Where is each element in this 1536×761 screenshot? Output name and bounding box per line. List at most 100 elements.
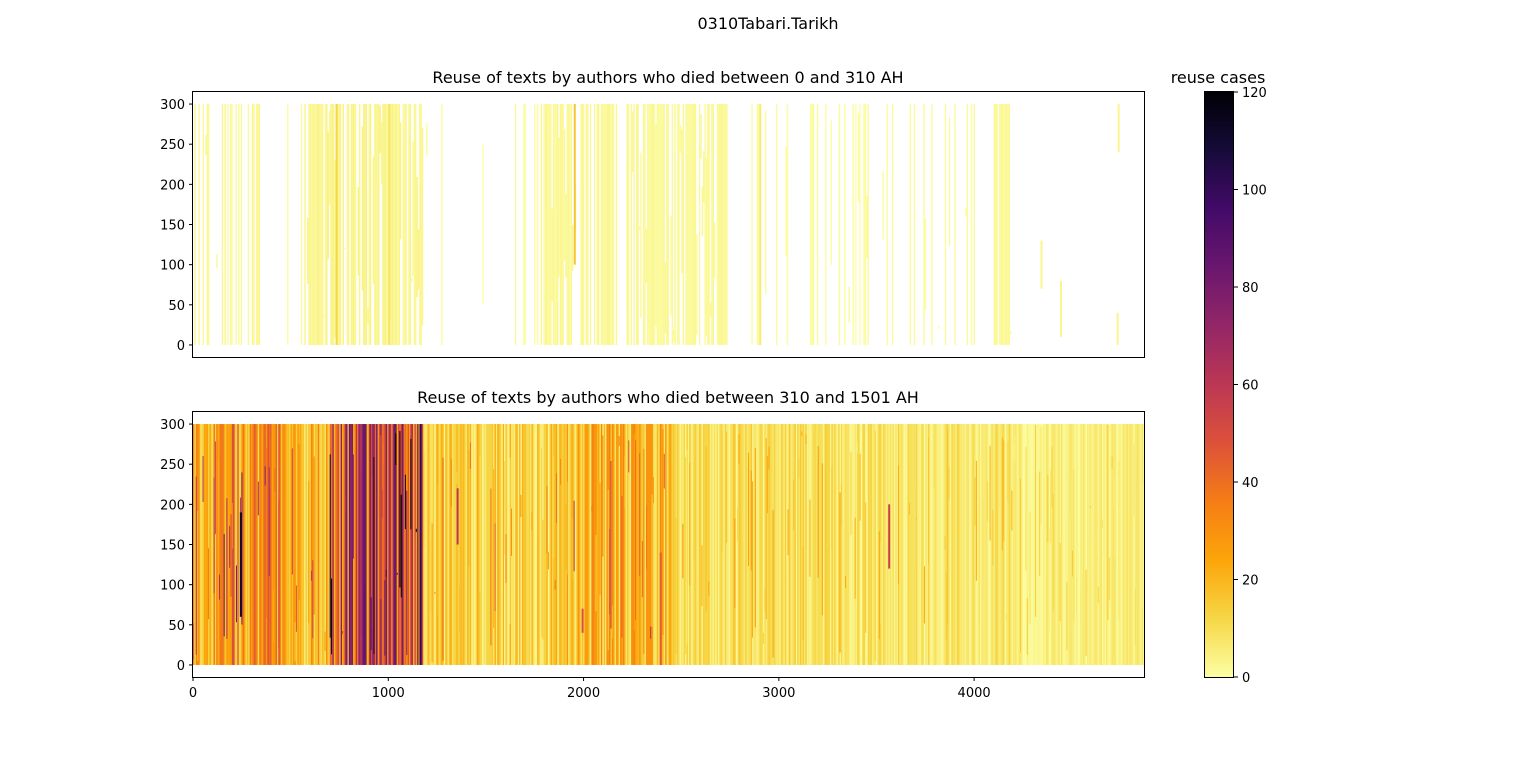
heatmap-cell <box>218 574 220 600</box>
heatmap-cell <box>287 104 289 345</box>
heatmap-cell <box>585 104 588 345</box>
heatmap-cell <box>198 424 201 665</box>
heatmap-cell <box>1133 424 1136 665</box>
heatmap-cell <box>465 424 468 665</box>
heatmap-cell <box>912 424 915 665</box>
heatmap-cell <box>902 424 904 665</box>
heatmap-cell <box>923 566 925 624</box>
heatmap-cell <box>870 424 873 665</box>
heatmap-cell <box>588 424 591 665</box>
heatmap-cell <box>1008 424 1011 665</box>
heatmap-cell <box>381 424 384 665</box>
heatmap-cell <box>231 502 233 549</box>
heatmap-cell <box>726 104 728 345</box>
heatmap-cell <box>689 462 691 586</box>
heatmap-cell <box>458 424 461 665</box>
heatmap-cell <box>540 447 542 637</box>
heatmap-cell <box>1039 471 1041 576</box>
heatmap-cell <box>666 424 669 665</box>
heatmap-cell <box>799 424 802 665</box>
heatmap-cell <box>858 424 861 665</box>
heatmap-cell <box>1096 556 1098 560</box>
heatmap-cell <box>399 430 401 588</box>
heatmap-cell <box>295 424 298 665</box>
heatmap-cell <box>428 424 431 665</box>
heatmap-cell <box>252 424 255 665</box>
heatmap-cell <box>922 424 925 665</box>
heatmap-cell <box>622 424 625 665</box>
heatmap-cell <box>610 461 612 629</box>
heatmap-cell <box>708 104 710 345</box>
heatmap-cell <box>319 104 321 345</box>
heatmap-cell <box>712 104 714 345</box>
heatmap-cell <box>989 445 991 541</box>
heatmap-cell <box>937 424 940 665</box>
heatmap-cell <box>210 424 213 665</box>
heatmap-cell <box>1133 443 1135 517</box>
heatmap-cell <box>711 104 713 345</box>
heatmap-cell <box>216 424 219 665</box>
heatmap-cell <box>479 454 481 593</box>
heatmap-cell <box>385 569 387 578</box>
heatmap-cell <box>886 104 888 345</box>
heatmap-cell <box>544 104 547 345</box>
heatmap-cell <box>1030 424 1033 665</box>
heatmap-cell <box>1066 424 1069 665</box>
heatmap-cell <box>556 424 558 665</box>
heatmap-cell <box>900 424 903 665</box>
heatmap-cell <box>374 104 376 345</box>
heatmap-cell <box>380 121 383 184</box>
heatmap-cell <box>410 278 413 283</box>
heatmap-cell <box>913 104 916 345</box>
heatmap-cell <box>569 104 571 345</box>
heatmap-cell <box>545 604 547 607</box>
heatmap-cell <box>206 424 209 665</box>
heatmap-cell <box>449 424 452 665</box>
heatmap-cell <box>245 424 248 665</box>
heatmap-cell <box>698 424 701 665</box>
heatmap-line <box>1060 280 1063 337</box>
heatmap-cell <box>816 104 819 345</box>
heatmap-cell <box>611 104 614 345</box>
heatmap-cell <box>599 483 601 596</box>
heatmap-cell <box>363 104 365 345</box>
heatmap-cell <box>339 424 342 665</box>
heatmap-cell <box>298 443 300 600</box>
heatmap-cell <box>647 104 649 345</box>
heatmap-cell <box>1010 424 1012 665</box>
heatmap-cell <box>563 128 566 261</box>
heatmap-cell <box>516 424 519 665</box>
heatmap-cell <box>1058 424 1061 665</box>
heatmap-cell <box>506 424 509 665</box>
heatmap-cell <box>664 262 667 334</box>
heatmap-cell <box>969 424 971 665</box>
heatmap-cell <box>679 424 682 665</box>
heatmap-cell <box>291 448 293 575</box>
heatmap-cell <box>423 450 425 548</box>
heatmap-cell <box>845 424 847 665</box>
heatmap-cell <box>1085 569 1087 657</box>
heatmap-cell <box>990 424 993 665</box>
heatmap-cell <box>528 424 531 665</box>
heatmap-cell <box>519 424 521 665</box>
heatmap-cell <box>400 494 402 598</box>
heatmap-line <box>1040 240 1043 289</box>
heatmap-line <box>573 104 576 265</box>
heatmap-cell <box>764 110 767 295</box>
heatmap-cell <box>261 424 264 665</box>
heatmap-cell <box>589 424 592 665</box>
heatmap-cell <box>230 514 232 597</box>
heatmap-cell <box>355 424 358 665</box>
heatmap-cell <box>720 104 723 345</box>
heatmap-cell <box>1047 475 1049 543</box>
heatmap-cell <box>708 424 711 665</box>
heatmap-cell <box>970 104 973 345</box>
heatmap-cell <box>347 424 350 665</box>
heatmap-cell <box>705 157 708 336</box>
heatmap-cell <box>771 424 773 665</box>
heatmap-cell <box>653 104 656 345</box>
heatmap-cell <box>1076 424 1078 665</box>
heatmap-cell <box>758 104 760 345</box>
heatmap-cell <box>805 424 808 665</box>
